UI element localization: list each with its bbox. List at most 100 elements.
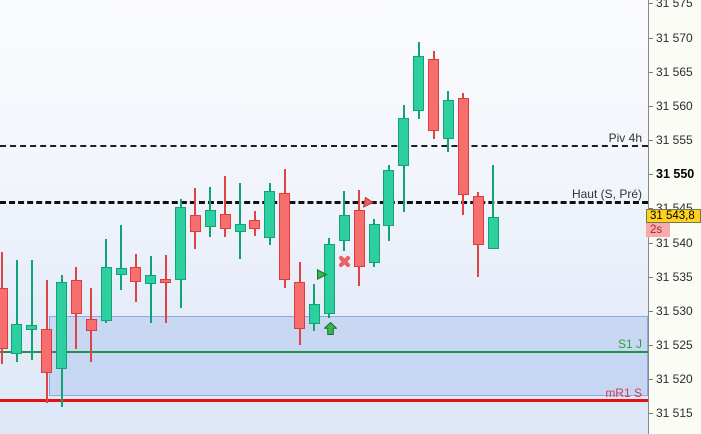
candle-body (0, 287, 8, 349)
axis-tick (649, 310, 653, 312)
candle-body (353, 209, 365, 267)
candle-wick (15, 260, 18, 363)
candlestick-up (308, 283, 320, 331)
candlestick-up (487, 165, 499, 249)
candle-body (442, 100, 454, 139)
axis-tick (649, 379, 653, 381)
axis-tick-label: 31 565 (656, 64, 693, 79)
axis-tick-label: 31 535 (656, 269, 693, 284)
candle-wick (149, 255, 152, 324)
level-label-piv-4h: Piv 4h (608, 131, 642, 146)
candle-body (234, 224, 246, 233)
candle-body (85, 319, 97, 332)
candle-body (145, 274, 157, 284)
candlestick-up (398, 104, 410, 212)
candle-body (264, 190, 276, 238)
candle-body (487, 216, 499, 249)
axis-tick (649, 208, 653, 210)
axis-tick-label: 31 520 (656, 372, 693, 387)
axis-tick (649, 345, 653, 347)
candlestick-up (338, 190, 350, 251)
axis-tick (649, 105, 653, 107)
candlestick-up (11, 260, 23, 363)
axis-tick (649, 3, 653, 5)
trade-marker-arrow-up (323, 322, 337, 336)
axis-tick-label: 31 555 (656, 133, 693, 148)
trade-marker-triangle-right (315, 268, 328, 281)
candle-body (41, 328, 53, 374)
candlestick-up (145, 255, 157, 324)
candlestick-up (368, 218, 380, 268)
axis-tick (649, 242, 653, 244)
axis-tick-label: 31 525 (656, 338, 693, 353)
candlestick-up (323, 237, 335, 318)
candlestick-down (428, 51, 440, 139)
candlestick-down (0, 252, 8, 364)
candlestick-up (442, 90, 454, 152)
candle-body (56, 282, 68, 370)
candle-body (204, 210, 216, 227)
candlestick-down (472, 192, 484, 277)
candle-body (160, 278, 172, 283)
candle-body (294, 282, 306, 329)
candlestick-up (413, 42, 425, 119)
axis-tick (649, 37, 653, 39)
candlestick-up (204, 186, 216, 238)
candle-wick (164, 254, 167, 324)
level-label-mr1-s: mR1 S (605, 385, 642, 400)
axis-tick-label: 31 530 (656, 303, 693, 318)
trade-marker-cross (338, 255, 351, 268)
candle-body (308, 304, 320, 324)
support-zone (48, 316, 648, 397)
trade-marker-triangle-down-left (361, 196, 374, 209)
candle-body (70, 279, 82, 314)
candle-countdown-badge: 2s (646, 223, 670, 238)
candle-body (398, 118, 410, 167)
level-line-mr1-s (0, 399, 648, 402)
candlestick-down (70, 267, 82, 349)
candle-wick (120, 224, 123, 290)
axis-tick-label: 31 575 (656, 0, 693, 11)
candlestick-up (26, 260, 38, 361)
candle-body (189, 214, 201, 233)
candlestick-down (457, 92, 469, 216)
candle-body (11, 323, 23, 354)
candlestick-down (279, 168, 291, 289)
axis-tick (649, 276, 653, 278)
chart-plot-area[interactable]: Piv 4h Haut (S, Pré) S1 J mR1 S (0, 0, 648, 434)
axis-tick (649, 140, 653, 142)
candle-body (472, 196, 484, 246)
candle-wick (492, 165, 495, 249)
candle-body (368, 224, 380, 264)
price-axis[interactable]: 31 543,8 2s 31 575 31 570 31 565 31 560 31 5… (646, 0, 701, 434)
candlestick-up (234, 183, 246, 260)
candlestick-up (56, 275, 68, 408)
candlestick-up (115, 224, 127, 290)
candlestick-down (294, 262, 306, 346)
candle-body (279, 193, 291, 280)
candlestick-down (219, 175, 231, 238)
candle-body (338, 214, 350, 241)
candle-body (413, 56, 425, 112)
axis-tick (649, 174, 653, 176)
candlestick-down (130, 253, 142, 303)
axis-tick-label: 31 515 (656, 406, 693, 421)
candle-body (383, 170, 395, 227)
level-label-s1-j: S1 J (617, 336, 642, 351)
axis-tick (649, 413, 653, 415)
candle-body (130, 267, 142, 282)
candle-wick (30, 260, 33, 361)
axis-tick-label: 31 540 (656, 235, 693, 250)
candle-body (115, 267, 127, 275)
candlestick-down (249, 210, 261, 236)
candlestick-down (41, 279, 53, 404)
last-price-value: 31 543,8 (650, 210, 695, 223)
candlestick-down (85, 288, 97, 363)
candlestick-down (353, 190, 365, 287)
candlestick-down (160, 254, 172, 324)
candle-body (219, 213, 231, 229)
candle-body (175, 207, 187, 281)
level-line-s1-j (0, 350, 648, 353)
last-price-tag: 31 543,8 (646, 209, 701, 224)
